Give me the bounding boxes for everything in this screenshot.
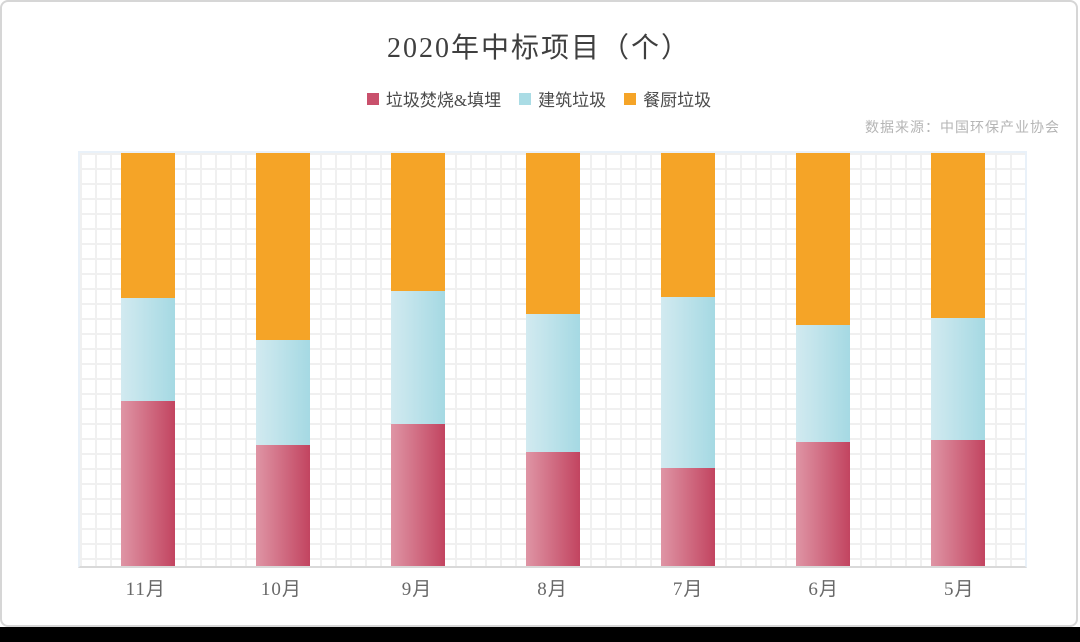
stacked-bar (795, 153, 850, 566)
legend-swatch-icon (624, 92, 637, 105)
bar-segment-incineration-landfill (930, 440, 985, 566)
legend-swatch-icon (519, 92, 532, 105)
stacked-bar (255, 153, 310, 566)
legend-item-incineration-landfill: 垃圾焚烧&填埋 (366, 86, 502, 111)
stacked-bar (930, 153, 985, 566)
legend: 垃圾焚烧&填埋 建筑垃圾 餐厨垃圾 (2, 86, 1076, 111)
bar-segment-construction-waste (390, 290, 445, 424)
legend-label: 垃圾焚烧&填埋 (385, 91, 502, 110)
bar-segment-construction-waste (930, 317, 985, 441)
bar-segment-kitchen-waste (930, 153, 985, 318)
bar-segment-construction-waste (120, 298, 175, 402)
data-source-note: 数据来源：中国环保产业协会 (865, 121, 1060, 136)
bar-segment-kitchen-waste (660, 153, 715, 297)
x-axis-label: 5月 (944, 579, 975, 600)
bar-segment-incineration-landfill (660, 468, 715, 566)
bar-column-11月 (80, 153, 215, 566)
x-axis-label: 6月 (808, 579, 839, 600)
x-axis-label: 7月 (672, 579, 704, 600)
bar-column-8月 (485, 153, 620, 566)
bar-segment-construction-waste (795, 325, 850, 443)
bar-segment-construction-waste (660, 296, 715, 469)
x-axis-label: 11月 (125, 579, 166, 600)
legend-label: 餐厨垃圾 (643, 91, 712, 110)
bottom-black-bar (0, 627, 1080, 642)
bar-segment-kitchen-waste (525, 153, 580, 314)
x-axis-labels: 11月 10月 9月 8月 7月 6月 5月 (78, 574, 1027, 601)
bar-segment-incineration-landfill (120, 401, 175, 566)
legend-label: 建筑垃圾 (538, 91, 607, 110)
legend-item-kitchen-waste: 餐厨垃圾 (624, 86, 711, 111)
chart-card: 2020年中标项目（个） 垃圾焚烧&填埋 建筑垃圾 餐厨垃圾 数据来源：中国环保产业… (0, 0, 1078, 627)
bar-segment-construction-waste (255, 339, 310, 446)
bar-segment-incineration-landfill (795, 442, 850, 566)
chart-title: 2020年中标项目（个） (386, 33, 691, 64)
bar-segment-kitchen-waste (390, 153, 445, 291)
plot-area (78, 151, 1027, 568)
stacked-bar (390, 153, 445, 566)
bar-segment-incineration-landfill (390, 423, 445, 566)
bar-column-10月 (215, 153, 350, 566)
stacked-bar (120, 153, 175, 566)
x-axis-label: 10月 (260, 579, 302, 600)
x-axis-label: 9月 (401, 579, 433, 600)
legend-swatch-icon (366, 92, 379, 105)
bar-segment-incineration-landfill (525, 452, 580, 566)
bar-segment-kitchen-waste (795, 153, 850, 326)
bar-segment-kitchen-waste (255, 153, 310, 340)
bar-segment-incineration-landfill (255, 445, 310, 566)
bar-column-9月 (350, 153, 485, 566)
bar-column-5月 (890, 153, 1025, 566)
stacked-bar (525, 153, 580, 566)
stacked-bar (660, 153, 715, 566)
bar-column-7月 (620, 153, 755, 566)
x-axis-label: 8月 (537, 579, 568, 600)
bar-column-6月 (755, 153, 890, 566)
bar-segment-construction-waste (525, 313, 580, 453)
legend-item-construction-waste: 建筑垃圾 (519, 86, 606, 111)
bar-segment-kitchen-waste (120, 153, 175, 299)
